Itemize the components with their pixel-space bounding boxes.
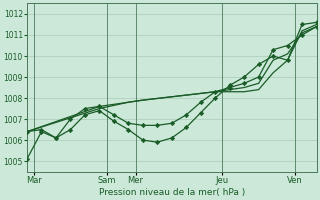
X-axis label: Pression niveau de la mer( hPa ): Pression niveau de la mer( hPa )	[99, 188, 245, 197]
